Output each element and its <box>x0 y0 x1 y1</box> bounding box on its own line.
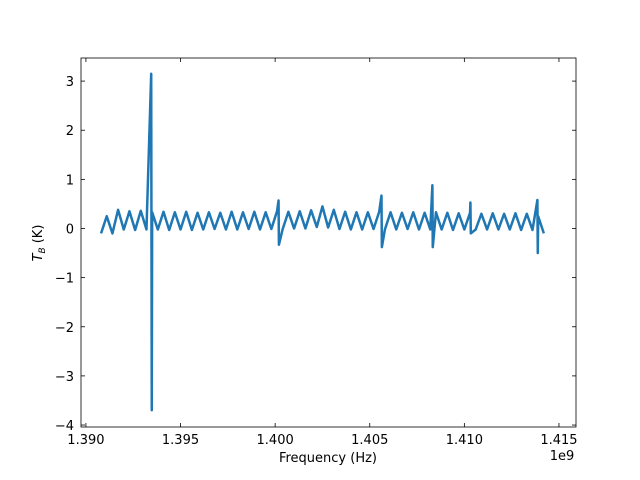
x-tick-label: 1.405 <box>351 433 388 448</box>
y-tick-label: −3 <box>55 370 74 385</box>
x-tick-label: 1.400 <box>257 433 294 448</box>
data-line <box>99 72 546 412</box>
y-label-symbol: T <box>31 252 46 261</box>
y-tick-label: −1 <box>55 272 74 287</box>
x-tick-label: 1.410 <box>446 433 483 448</box>
x-tick-label: 1.390 <box>67 433 104 448</box>
x-tick-label: 1.415 <box>540 433 577 448</box>
y-tick-label: 3 <box>66 75 74 90</box>
y-tick-label: 2 <box>66 124 74 139</box>
y-tick-label: −2 <box>55 321 74 336</box>
plot-frame <box>80 57 577 428</box>
y-tick-label: −4 <box>55 419 74 434</box>
y-label-subscript: B <box>38 247 48 253</box>
x-offset-label: 1e9 <box>550 449 575 464</box>
y-tick-label: 0 <box>66 222 74 237</box>
y-tick-label: 1 <box>66 173 74 188</box>
x-tick-label: 1.395 <box>162 433 199 448</box>
x-axis-label: Frequency (Hz) <box>279 451 377 466</box>
y-axis-label: TB (K) <box>31 225 48 262</box>
y-label-unit: (K) <box>31 225 46 244</box>
